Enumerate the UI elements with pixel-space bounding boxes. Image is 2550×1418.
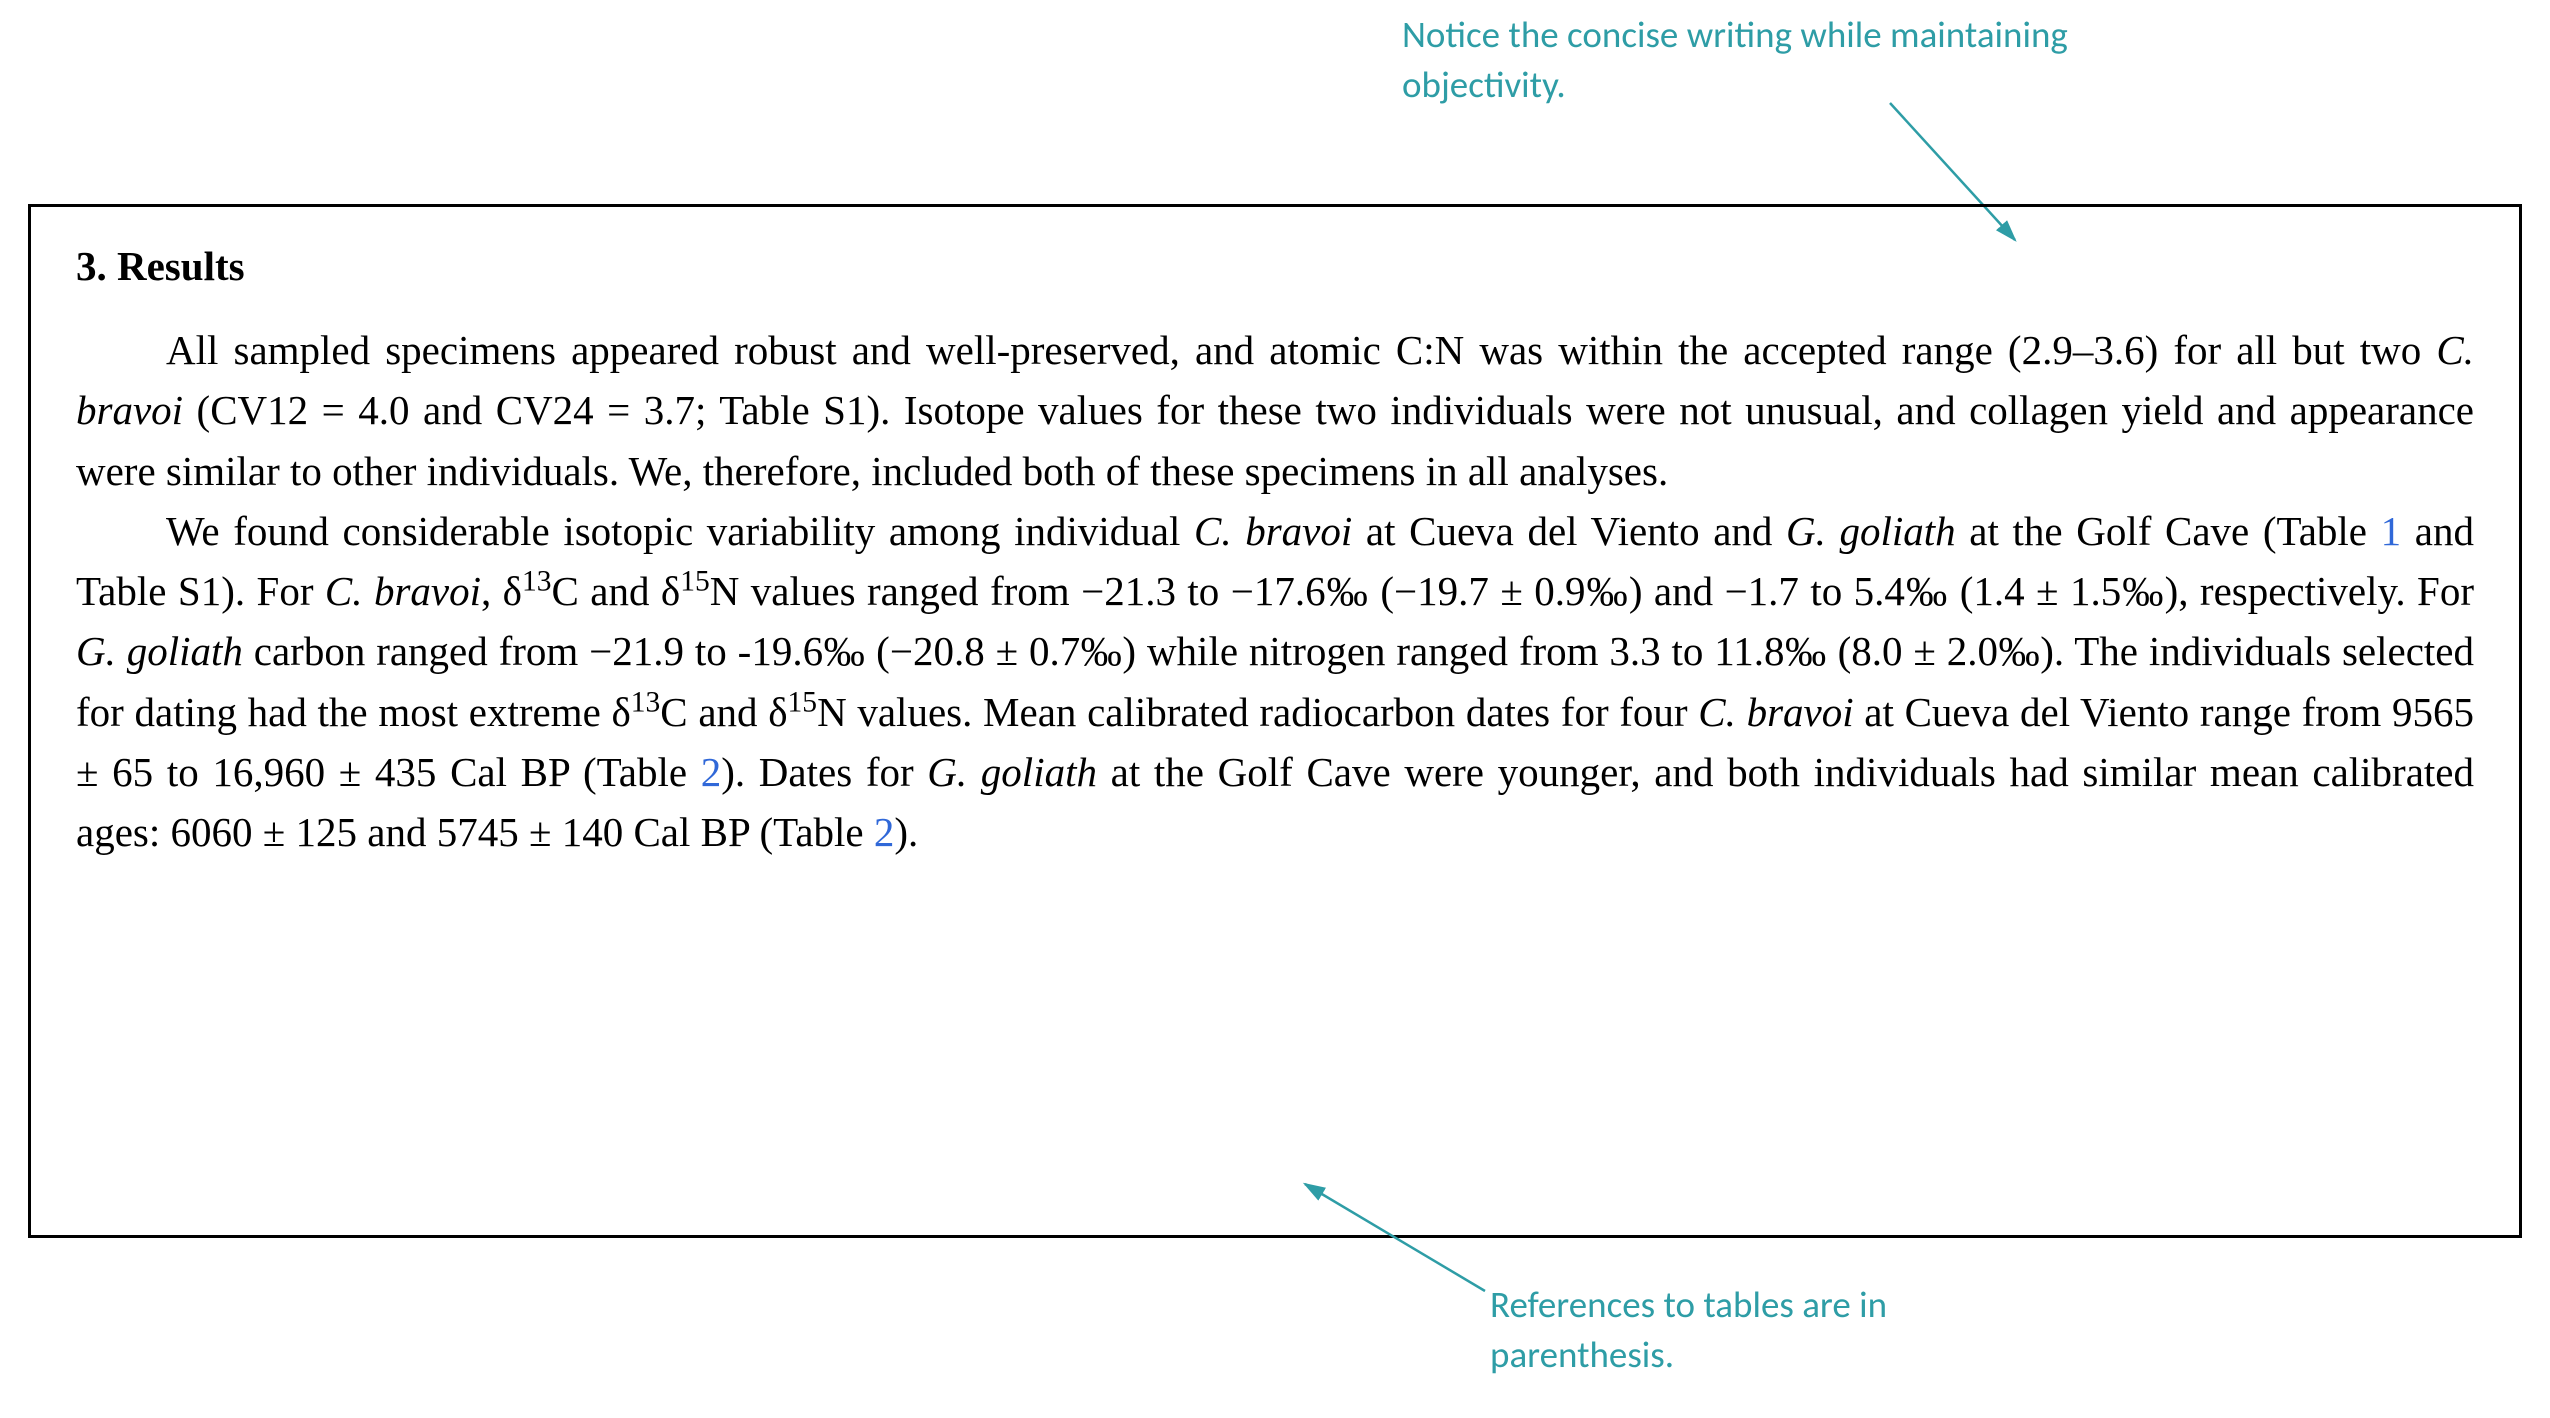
body-text: All sampled specimens appeared robust an… <box>76 320 2474 862</box>
results-box: 3. Results All sampled specimens appeare… <box>28 204 2522 1238</box>
table-link-2[interactable]: 2 <box>701 749 722 795</box>
paragraph-1: All sampled specimens appeared robust an… <box>76 320 2474 501</box>
sup-15: 15 <box>680 565 710 597</box>
sup-13b: 13 <box>631 686 661 718</box>
table-link-1[interactable]: 1 <box>2381 508 2402 554</box>
section-heading: 3. Results <box>76 242 2474 290</box>
species-g-goliath: G. goliath <box>76 628 243 674</box>
annotation-top: Notice the concise writing while maintai… <box>1402 10 2068 110</box>
species-c-bravoi: C. bravoi <box>325 568 481 614</box>
paragraph-2: We found considerable isotopic variabili… <box>76 501 2474 863</box>
sup-13: 13 <box>522 565 552 597</box>
table-link-3[interactable]: 2 <box>874 809 895 855</box>
species-c-bravoi: C. bravoi <box>1194 508 1352 554</box>
annotation-bottom-line2: parenthesis. <box>1490 1332 1674 1377</box>
p1-t0: All sampled specimens appeared robust an… <box>166 327 2436 373</box>
species-c-bravoi: C. bravoi <box>1698 689 1853 735</box>
p1-t1: (CV12 = 4.0 and CV24 = 3.7; Table S1). I… <box>76 387 2474 493</box>
p2-t13: ). <box>894 809 918 855</box>
p2-t11: ). Dates for <box>721 749 927 795</box>
p2-t0: We found considerable isotopic variabili… <box>166 508 1194 554</box>
annotation-bottom: References to tables are in parenthesis. <box>1490 1280 1887 1380</box>
annotation-bottom-line1: References to tables are in <box>1490 1282 1887 1327</box>
p2-t1: at Cueva del Viento and <box>1352 508 1786 554</box>
species-g-goliath: G. goliath <box>1786 508 1956 554</box>
p2-t2: at the Golf Cave (Table <box>1956 508 2381 554</box>
annotation-top-line1: Notice the concise writing while maintai… <box>1402 12 2068 57</box>
section-title: Results <box>117 243 245 289</box>
section-number: 3. <box>76 243 107 289</box>
p2-t5: C and δ <box>552 568 681 614</box>
p2-t8: C and δ <box>660 689 787 735</box>
p2-t4: , δ <box>481 568 522 614</box>
sup-15b: 15 <box>788 686 818 718</box>
annotation-top-line2: objectivity. <box>1402 62 1566 107</box>
p2-t6: N values ranged from −21.3 to −17.6‰ (−1… <box>710 568 2474 614</box>
p2-t9: N values. Mean calibrated radiocarbon da… <box>817 689 1698 735</box>
species-g-goliath: G. goliath <box>927 749 1097 795</box>
